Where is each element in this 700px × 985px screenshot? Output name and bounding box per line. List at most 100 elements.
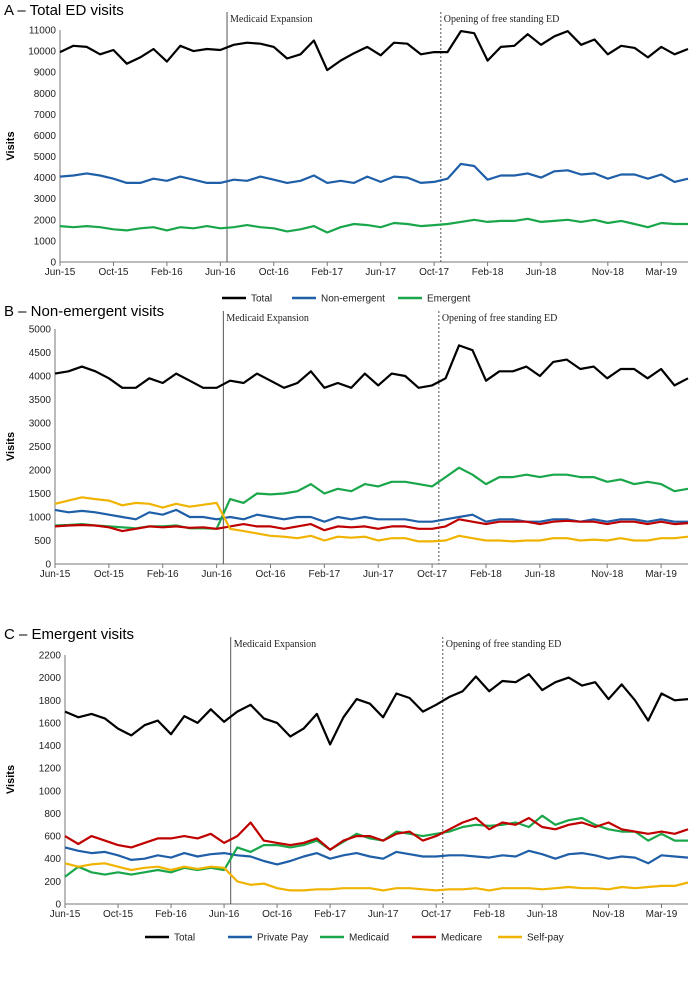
y-tick-label: 600 xyxy=(44,832,61,843)
x-tick-label: Jun-16 xyxy=(201,569,232,580)
y-tick-label: 2000 xyxy=(34,215,57,226)
y-tick-label: 1000 xyxy=(39,786,62,797)
y-axis-label: Visits xyxy=(5,765,17,794)
series-line-total xyxy=(64,673,689,746)
y-tick-label: 1200 xyxy=(39,764,62,775)
x-tick-label: Feb-18 xyxy=(472,267,504,278)
series-line-total xyxy=(59,30,689,72)
x-tick-label: Jun-17 xyxy=(365,267,396,278)
annotation-label-medicaid-expansion: Medicaid Expansion xyxy=(230,14,312,25)
series-line-medicare xyxy=(64,816,689,851)
series-line-self-pay xyxy=(64,862,689,892)
y-axis-label: Visits xyxy=(5,131,17,160)
y-tick-label: 2000 xyxy=(29,466,52,477)
x-tick-label: Oct-15 xyxy=(94,569,124,580)
annotation-label-opening-of-free-standing-ed: Opening of free standing ED xyxy=(444,14,560,25)
y-tick-label: 500 xyxy=(34,536,51,547)
x-tick-label: Jun-18 xyxy=(527,909,558,920)
y-tick-label: 200 xyxy=(44,877,61,888)
x-tick-label: Oct-17 xyxy=(421,909,451,920)
y-tick-label: 6000 xyxy=(34,131,57,142)
x-tick-label: Jun-15 xyxy=(40,569,71,580)
legend-label-self-pay: Self-pay xyxy=(527,933,564,944)
x-tick-label: Jun-16 xyxy=(209,909,240,920)
x-tick-label: Nov-18 xyxy=(592,909,625,920)
x-tick-label: Jun-15 xyxy=(50,909,81,920)
x-tick-label: Feb-17 xyxy=(311,267,343,278)
x-tick-label: Oct-16 xyxy=(259,267,289,278)
x-tick-label: Jun-17 xyxy=(368,909,399,920)
x-tick-label: Feb-18 xyxy=(470,569,502,580)
y-tick-label: 3000 xyxy=(34,194,57,205)
chart-panel-c: C – Emergent visits Visits 0 200 400 600 800 10… xyxy=(4,626,689,944)
chart-panel-b: B – Non-emergent visits Visits 0 500 1000 150… xyxy=(4,305,689,580)
series-line-self-pay xyxy=(54,496,689,543)
x-tick-label: Feb-16 xyxy=(155,909,187,920)
y-tick-label: 11000 xyxy=(29,26,57,37)
y-tick-label: 1000 xyxy=(34,236,57,247)
x-tick-label: Oct-15 xyxy=(98,267,128,278)
x-tick-label: Oct-17 xyxy=(419,267,449,278)
y-tick-label: 1600 xyxy=(39,718,62,729)
y-tick-label: 0 xyxy=(55,900,61,911)
y-tick-label: 2200 xyxy=(39,651,62,662)
y-axis-label: Visits xyxy=(5,432,17,461)
series-line-private-pay xyxy=(64,846,689,866)
x-tick-label: Oct-16 xyxy=(255,569,285,580)
y-tick-label: 5000 xyxy=(34,152,57,163)
y-tick-label: 8000 xyxy=(34,89,57,100)
x-tick-label: Feb-17 xyxy=(309,569,341,580)
legend-label-total: Total xyxy=(174,933,195,944)
legend-label-medicare: Medicare xyxy=(441,933,483,944)
y-tick-label: 4500 xyxy=(29,348,52,359)
series-line-total xyxy=(54,344,689,389)
annotation-label-medicaid-expansion: Medicaid Expansion xyxy=(234,639,316,650)
x-tick-label: Oct-16 xyxy=(262,909,292,920)
legend-label-private-pay: Private Pay xyxy=(257,933,308,944)
annotation-label-medicaid-expansion: Medicaid Expansion xyxy=(226,313,308,324)
x-tick-label: Feb-16 xyxy=(151,267,183,278)
x-tick-label: Jun-18 xyxy=(526,267,557,278)
x-tick-label: Nov-18 xyxy=(591,569,624,580)
legend-label-total: Total xyxy=(251,294,272,305)
y-tick-label: 1500 xyxy=(29,489,52,500)
y-tick-label: 1800 xyxy=(39,696,62,707)
y-tick-label: 400 xyxy=(44,854,61,865)
y-tick-label: 4000 xyxy=(29,372,52,383)
x-tick-label: Nov-18 xyxy=(592,267,625,278)
y-tick-label: 1400 xyxy=(39,741,62,752)
y-tick-label: 10000 xyxy=(28,47,56,58)
annotation-label-opening-of-free-standing-ed: Opening of free standing ED xyxy=(446,639,562,650)
x-tick-label: Mar-19 xyxy=(645,569,677,580)
chart-panel-a: A – Total ED visits Visits 0 1000 2000 3000 40… xyxy=(4,2,689,305)
x-tick-label: Jun-17 xyxy=(363,569,394,580)
y-tick-label: 2000 xyxy=(39,673,62,684)
y-tick-label: 0 xyxy=(50,258,56,269)
series-line-private-pay xyxy=(54,508,688,523)
legend-label-medicaid: Medicaid xyxy=(349,933,389,944)
x-tick-label: Jun-15 xyxy=(45,267,76,278)
x-tick-label: Feb-17 xyxy=(314,909,346,920)
x-tick-label: Mar-19 xyxy=(645,267,677,278)
legend-label-non-emergent: Non-emergent xyxy=(321,294,385,305)
y-tick-label: 800 xyxy=(44,809,61,820)
x-tick-label: Jun-18 xyxy=(525,569,556,580)
annotation-label-opening-of-free-standing-ed: Opening of free standing ED xyxy=(442,313,558,324)
x-tick-label: Mar-19 xyxy=(646,909,678,920)
y-tick-label: 3000 xyxy=(29,419,52,430)
y-tick-label: 2500 xyxy=(29,442,52,453)
series-line-medicare xyxy=(54,518,689,533)
y-tick-label: 4000 xyxy=(34,173,57,184)
chart-title-a: A – Total ED visits xyxy=(4,2,124,19)
y-tick-label: 5000 xyxy=(29,325,52,336)
x-tick-label: Oct-15 xyxy=(103,909,133,920)
x-tick-label: Feb-16 xyxy=(147,569,179,580)
y-tick-label: 1000 xyxy=(29,513,52,524)
y-tick-label: 7000 xyxy=(34,110,57,121)
chart-title-b: B – Non-emergent visits xyxy=(4,305,164,320)
series-line-emergent xyxy=(59,217,688,234)
chart-title-c: C – Emergent visits xyxy=(4,626,134,643)
series-line-non-emergent xyxy=(59,162,689,184)
legend-label-emergent: Emergent xyxy=(427,294,471,305)
x-tick-label: Jun-16 xyxy=(205,267,236,278)
